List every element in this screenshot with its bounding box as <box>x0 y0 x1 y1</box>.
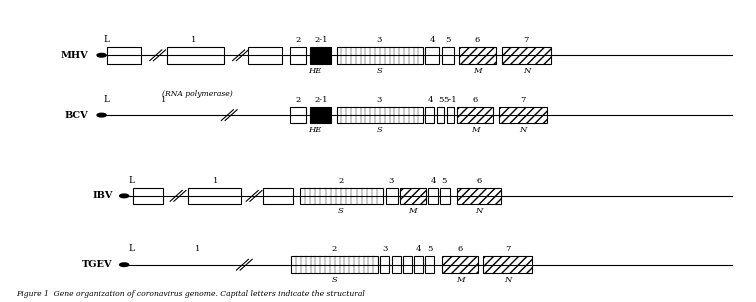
Text: 3: 3 <box>389 176 394 185</box>
Text: 2: 2 <box>339 176 344 185</box>
Text: L: L <box>129 244 135 253</box>
Bar <box>440 188 450 204</box>
Bar <box>403 256 412 273</box>
Text: 4: 4 <box>416 245 421 253</box>
Text: 7: 7 <box>505 245 510 253</box>
Bar <box>336 47 423 64</box>
Bar <box>167 47 224 64</box>
Circle shape <box>119 194 129 198</box>
Text: N: N <box>476 207 482 215</box>
Bar <box>299 188 383 204</box>
Text: 3: 3 <box>376 36 383 44</box>
Text: (RNA polymerase): (RNA polymerase) <box>162 90 233 98</box>
Text: 4: 4 <box>429 36 435 44</box>
Bar <box>447 107 454 124</box>
Bar <box>380 256 389 273</box>
Text: 1: 1 <box>213 176 218 185</box>
Text: 6: 6 <box>476 176 482 185</box>
Bar <box>248 47 281 64</box>
Text: M: M <box>408 207 417 215</box>
Text: N: N <box>522 67 530 75</box>
Bar <box>310 47 331 64</box>
Text: M: M <box>456 276 464 284</box>
Text: S: S <box>338 207 344 215</box>
Circle shape <box>97 113 106 117</box>
Text: 2: 2 <box>296 36 301 44</box>
Text: 5: 5 <box>438 96 443 104</box>
Text: 1: 1 <box>160 96 166 104</box>
Text: S: S <box>376 67 383 75</box>
Bar <box>426 47 439 64</box>
Bar <box>498 107 547 124</box>
Text: 1: 1 <box>191 36 196 44</box>
Bar <box>133 188 163 204</box>
Circle shape <box>119 263 129 266</box>
Bar <box>107 47 141 64</box>
Text: N: N <box>503 276 511 284</box>
Bar <box>429 188 438 204</box>
Bar <box>457 107 493 124</box>
Bar <box>457 188 500 204</box>
Bar <box>188 188 241 204</box>
Bar <box>502 47 551 64</box>
Text: L: L <box>104 35 110 44</box>
Text: MHV: MHV <box>60 51 88 60</box>
Text: Figure 1  Gene organization of coronavirus genome. Capital letters indicate the : Figure 1 Gene organization of coronaviru… <box>17 290 365 297</box>
Text: 6: 6 <box>457 245 463 253</box>
Text: L: L <box>129 175 135 185</box>
Text: 6: 6 <box>475 36 480 44</box>
Text: TGEV: TGEV <box>82 260 113 269</box>
Text: 6: 6 <box>472 96 478 104</box>
Bar <box>291 256 378 273</box>
Text: M: M <box>471 127 479 134</box>
Bar <box>263 188 293 204</box>
Bar <box>336 107 423 124</box>
Bar <box>442 256 479 273</box>
Text: 7: 7 <box>524 36 529 44</box>
Bar <box>442 47 454 64</box>
Text: 2-1: 2-1 <box>314 96 327 104</box>
Text: BCV: BCV <box>64 111 88 120</box>
Text: S: S <box>331 276 337 284</box>
Text: 2-1: 2-1 <box>314 36 327 44</box>
Text: 3: 3 <box>376 96 383 104</box>
Text: 5: 5 <box>445 36 451 44</box>
Circle shape <box>97 53 106 57</box>
Bar <box>460 47 495 64</box>
Bar <box>386 188 398 204</box>
Text: 7: 7 <box>520 96 525 104</box>
Text: 5: 5 <box>442 176 447 185</box>
Text: M: M <box>473 67 482 75</box>
Text: 2: 2 <box>296 96 301 104</box>
Text: N: N <box>519 127 526 134</box>
Text: 3: 3 <box>382 245 388 253</box>
Text: 5-1: 5-1 <box>444 96 457 104</box>
Bar <box>310 107 331 124</box>
Text: IBV: IBV <box>92 191 113 201</box>
Bar <box>437 107 445 124</box>
Bar <box>290 47 306 64</box>
Bar <box>414 256 423 273</box>
Text: 1: 1 <box>194 245 200 253</box>
Bar <box>426 256 435 273</box>
Text: S: S <box>376 127 383 134</box>
Text: HE: HE <box>308 127 321 134</box>
Text: 5: 5 <box>427 245 432 253</box>
Bar <box>392 256 401 273</box>
Bar <box>400 188 426 204</box>
Text: 4: 4 <box>430 176 435 185</box>
Bar <box>290 107 306 124</box>
Text: L: L <box>104 95 110 104</box>
Text: 4: 4 <box>427 96 432 104</box>
Bar <box>483 256 532 273</box>
Text: 2: 2 <box>332 245 337 253</box>
Text: HE: HE <box>308 67 321 75</box>
Bar <box>426 107 435 124</box>
